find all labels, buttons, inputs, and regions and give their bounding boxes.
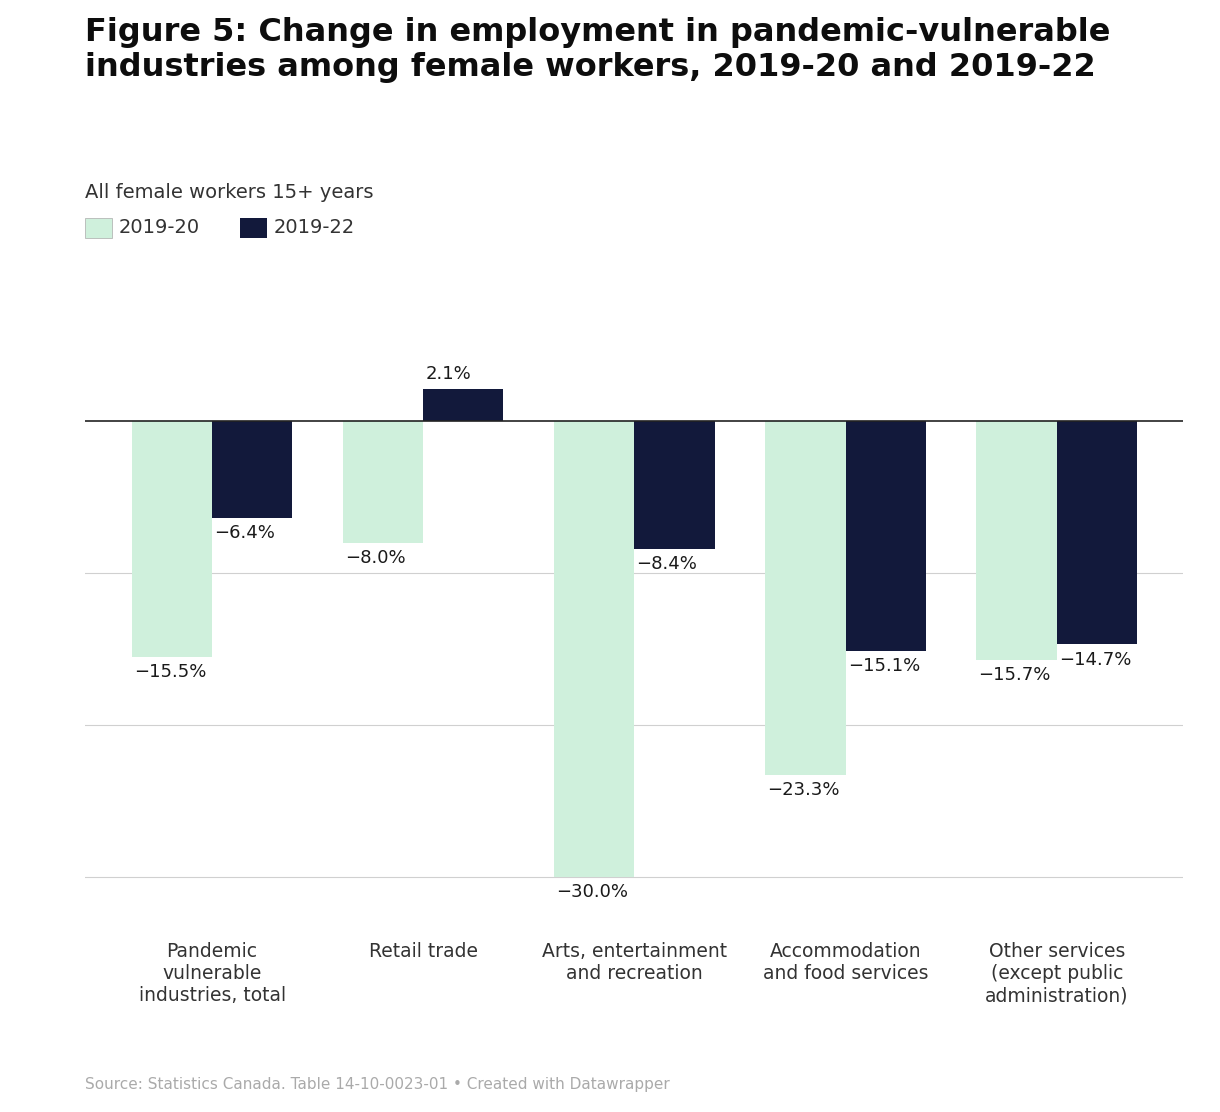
Text: −15.5%: −15.5% (134, 663, 206, 681)
Bar (634, 420, 715, 548)
Bar (132, 420, 212, 657)
Bar (765, 420, 845, 775)
Text: −8.4%: −8.4% (637, 555, 698, 573)
Text: All female workers 15+ years: All female workers 15+ years (85, 183, 373, 202)
Bar (212, 420, 293, 518)
Bar (845, 420, 926, 651)
Bar (976, 420, 1057, 659)
Bar (423, 389, 504, 420)
Text: −8.0%: −8.0% (345, 548, 406, 567)
Text: 2019-22: 2019-22 (273, 218, 355, 238)
Bar (1057, 420, 1137, 645)
Text: −23.3%: −23.3% (767, 782, 839, 800)
Text: −6.4%: −6.4% (215, 524, 274, 543)
Text: −30.0%: −30.0% (556, 883, 628, 902)
Text: Figure 5: Change in employment in pandemic-vulnerable
industries among female wo: Figure 5: Change in employment in pandem… (85, 17, 1110, 83)
Text: −15.7%: −15.7% (978, 666, 1050, 684)
Text: −14.7%: −14.7% (1059, 651, 1131, 668)
Text: 2.1%: 2.1% (426, 365, 471, 383)
Bar (343, 420, 423, 543)
Text: 2019-20: 2019-20 (118, 218, 199, 238)
Text: −15.1%: −15.1% (848, 657, 920, 675)
Text: Source: Statistics Canada. Table 14-10-0023-01 • Created with Datawrapper: Source: Statistics Canada. Table 14-10-0… (85, 1078, 670, 1092)
Bar (554, 420, 634, 877)
